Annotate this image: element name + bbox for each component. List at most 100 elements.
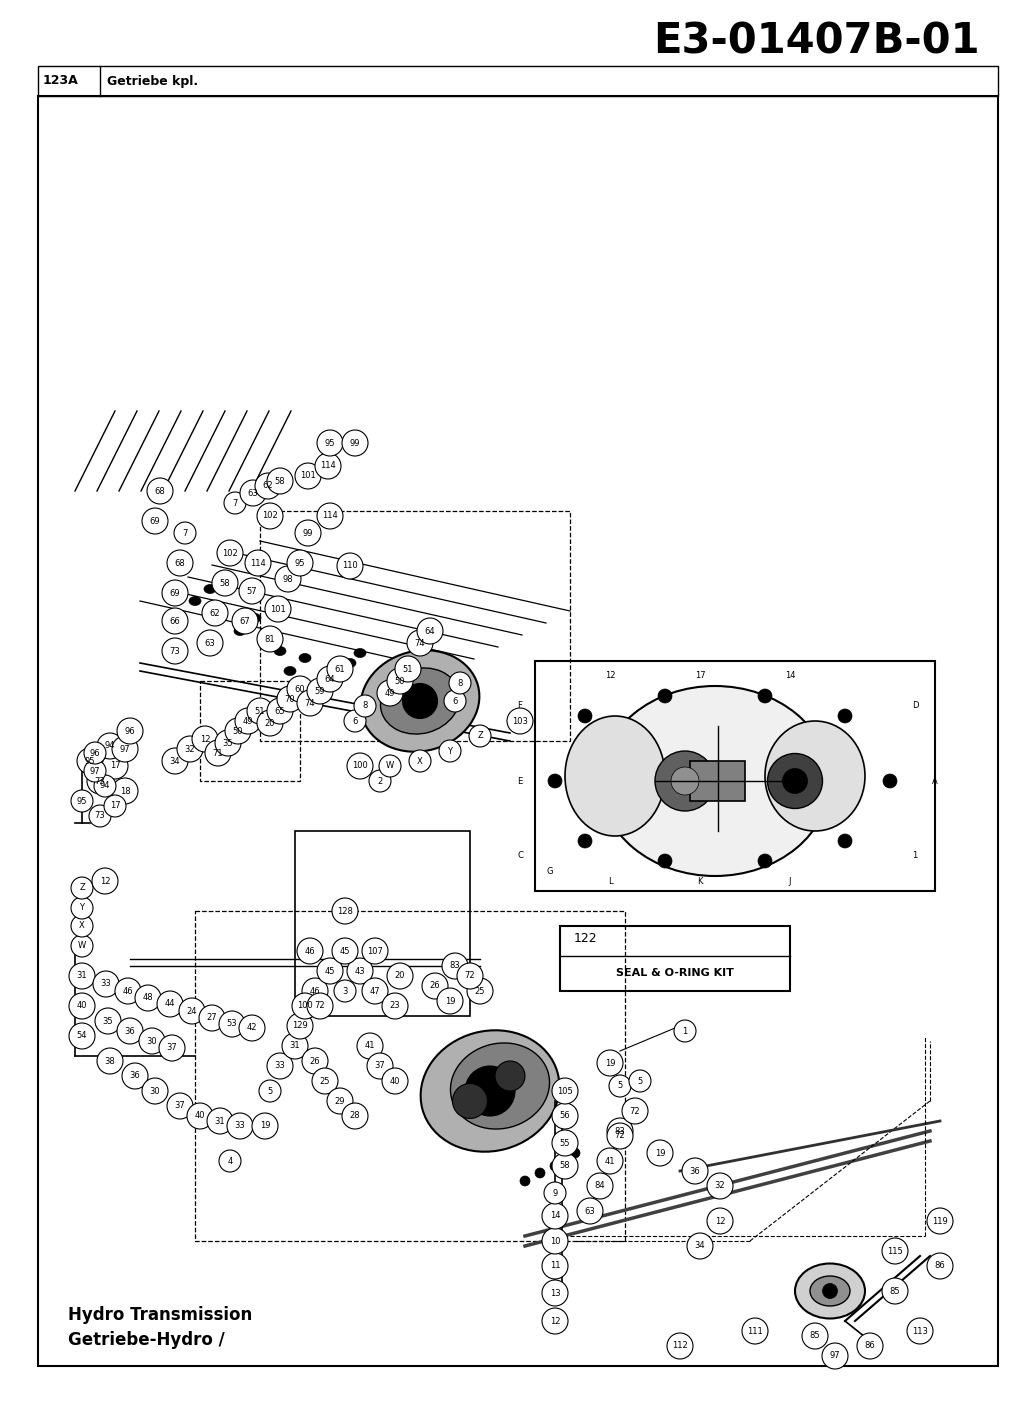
Text: 7: 7 — [183, 529, 188, 537]
Circle shape — [89, 806, 111, 827]
Text: 115: 115 — [888, 1246, 903, 1256]
Circle shape — [882, 1238, 908, 1265]
Circle shape — [607, 1118, 633, 1144]
Circle shape — [167, 550, 193, 576]
Circle shape — [265, 595, 291, 622]
Circle shape — [577, 1198, 603, 1223]
Circle shape — [245, 550, 271, 576]
Ellipse shape — [299, 654, 311, 662]
Text: SEAL & O-RING KIT: SEAL & O-RING KIT — [616, 968, 734, 978]
Text: X: X — [417, 756, 423, 766]
Ellipse shape — [234, 627, 246, 635]
Circle shape — [295, 463, 321, 489]
Ellipse shape — [782, 769, 807, 793]
Circle shape — [282, 1033, 308, 1059]
Ellipse shape — [838, 709, 852, 723]
Ellipse shape — [757, 854, 772, 868]
Text: 46: 46 — [304, 946, 316, 955]
Circle shape — [207, 1108, 233, 1134]
Text: Y: Y — [448, 746, 452, 756]
Text: X: X — [79, 921, 85, 931]
Circle shape — [327, 1088, 353, 1114]
Circle shape — [115, 978, 141, 1005]
Text: 95: 95 — [295, 558, 305, 567]
Text: 12: 12 — [100, 877, 110, 885]
Text: 40: 40 — [76, 1002, 88, 1010]
Circle shape — [628, 1070, 651, 1091]
Text: 1: 1 — [682, 1026, 687, 1036]
Circle shape — [347, 753, 373, 779]
Text: 37: 37 — [174, 1101, 186, 1110]
Text: 96: 96 — [90, 749, 100, 757]
Circle shape — [97, 1049, 123, 1074]
Text: 25: 25 — [475, 986, 485, 996]
Text: G: G — [547, 867, 553, 875]
Text: 105: 105 — [557, 1087, 573, 1096]
Circle shape — [469, 725, 491, 747]
Ellipse shape — [314, 686, 326, 695]
Text: 59: 59 — [315, 686, 325, 695]
Ellipse shape — [655, 752, 715, 811]
Circle shape — [312, 1069, 338, 1094]
Text: 61: 61 — [334, 665, 346, 674]
Circle shape — [277, 686, 303, 712]
Ellipse shape — [284, 666, 296, 675]
Circle shape — [609, 1076, 631, 1097]
Text: 68: 68 — [174, 558, 186, 567]
Text: 31: 31 — [76, 972, 88, 980]
Text: 74: 74 — [415, 638, 425, 648]
Circle shape — [71, 935, 93, 956]
Text: 96: 96 — [125, 726, 135, 736]
Text: 63: 63 — [248, 489, 258, 497]
Circle shape — [292, 993, 318, 1019]
Circle shape — [882, 1277, 908, 1304]
Text: 72: 72 — [630, 1107, 640, 1115]
Circle shape — [332, 898, 358, 924]
Text: 26: 26 — [429, 982, 441, 990]
Circle shape — [395, 657, 421, 682]
Text: 36: 36 — [125, 1026, 135, 1036]
Circle shape — [387, 668, 413, 693]
Text: Getriebe-Hydro /: Getriebe-Hydro / — [68, 1331, 225, 1349]
Circle shape — [682, 1158, 708, 1184]
Text: F: F — [518, 702, 522, 710]
Ellipse shape — [768, 753, 823, 809]
Circle shape — [287, 550, 313, 576]
Circle shape — [157, 990, 183, 1017]
Circle shape — [69, 1023, 95, 1049]
Circle shape — [178, 736, 203, 762]
Ellipse shape — [402, 684, 438, 719]
Bar — [560, 926, 791, 990]
Text: 49: 49 — [385, 689, 395, 698]
Circle shape — [552, 1079, 578, 1104]
Circle shape — [544, 1182, 566, 1204]
Ellipse shape — [550, 1161, 560, 1171]
Text: W: W — [77, 942, 86, 951]
Ellipse shape — [344, 658, 356, 668]
Circle shape — [139, 1027, 165, 1054]
Text: 84: 84 — [594, 1181, 606, 1191]
Circle shape — [212, 570, 238, 595]
Circle shape — [622, 1098, 648, 1124]
Circle shape — [219, 1150, 241, 1172]
Circle shape — [267, 468, 293, 495]
Ellipse shape — [452, 1083, 487, 1118]
Circle shape — [117, 1017, 143, 1044]
Ellipse shape — [671, 767, 699, 794]
Circle shape — [362, 938, 388, 963]
Text: 35: 35 — [223, 739, 233, 747]
Ellipse shape — [465, 1066, 515, 1115]
Text: 31: 31 — [215, 1117, 225, 1125]
Circle shape — [174, 522, 196, 544]
Circle shape — [317, 958, 343, 983]
Circle shape — [552, 1103, 578, 1130]
Circle shape — [802, 1323, 828, 1349]
Circle shape — [327, 657, 353, 682]
Text: 17: 17 — [109, 801, 121, 810]
Circle shape — [162, 747, 188, 774]
Circle shape — [69, 993, 95, 1019]
Bar — [38, 65, 998, 97]
Text: 4: 4 — [227, 1157, 232, 1165]
Text: 73: 73 — [95, 776, 105, 786]
Text: 110: 110 — [343, 561, 358, 570]
